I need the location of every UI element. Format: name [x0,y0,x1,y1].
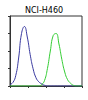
svg-text:NCI-H460: NCI-H460 [25,6,63,15]
